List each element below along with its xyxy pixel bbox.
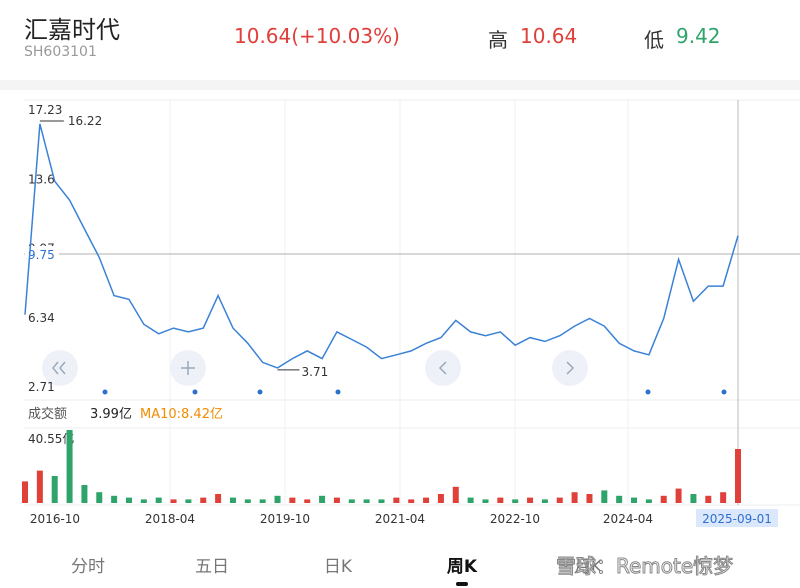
v-grid xyxy=(169,100,629,505)
volume-bar xyxy=(720,492,727,503)
volume-bar xyxy=(497,497,504,503)
volume-bar xyxy=(735,448,741,503)
volume-bar xyxy=(437,493,444,503)
current-label: 9.75 xyxy=(28,248,55,262)
nav-icons xyxy=(52,361,575,375)
volume-bar xyxy=(541,499,548,503)
x-tick-label: 2025-09-01 xyxy=(702,512,772,526)
volume-bar xyxy=(81,484,88,503)
current-label-bg xyxy=(25,246,59,262)
stock-name: 汇嘉时代 xyxy=(24,16,120,44)
tab[interactable]: 分时 xyxy=(71,557,105,577)
price-line xyxy=(24,123,739,369)
x-tick-label: 2021-04 xyxy=(375,512,425,526)
volume-bar xyxy=(304,499,311,503)
volume-bar xyxy=(66,430,73,503)
volume-bar xyxy=(185,499,192,503)
tab[interactable]: 周K xyxy=(446,557,478,577)
y-tick-label: 17.23 xyxy=(28,103,62,117)
tab[interactable]: 月K xyxy=(573,557,603,577)
volume-title: 成交额 xyxy=(28,406,67,422)
price: 10.64(+10.03%) xyxy=(234,24,400,48)
volume-bar xyxy=(408,499,415,503)
volume-bar xyxy=(393,497,400,503)
volume-bar xyxy=(319,495,326,503)
volume-bar xyxy=(51,475,58,503)
volume-bar xyxy=(705,495,712,503)
volume-bar xyxy=(22,481,28,503)
volume-bar xyxy=(229,497,236,503)
tab[interactable]: 日K xyxy=(323,557,353,577)
stock-code: SH603101 xyxy=(24,44,97,60)
volume-bar xyxy=(200,497,207,503)
volume-ma: MA10:8.42亿 xyxy=(140,407,223,422)
volume-bar xyxy=(571,492,578,503)
tab-bar: 分时 五日 日K 周K 月K xyxy=(0,548,800,588)
max-label: 16.22 xyxy=(68,114,102,128)
volume-bar xyxy=(601,490,608,503)
y-tick-label: 2.71 xyxy=(28,380,55,394)
watermark: 雪球：Remote惊梦 xyxy=(555,554,734,579)
tab[interactable]: 五日 xyxy=(195,557,229,577)
event-dots xyxy=(102,389,727,395)
volume-bar xyxy=(527,497,534,503)
volume-bar xyxy=(170,499,177,503)
volume-bar xyxy=(348,499,355,503)
x-label-bg xyxy=(696,509,778,527)
volume-bar xyxy=(363,499,370,503)
volume-bar xyxy=(111,495,118,503)
volume-bar xyxy=(259,499,266,503)
volume-bar xyxy=(274,495,281,503)
volume-bar xyxy=(631,497,638,503)
y-tick-label: 13.6 xyxy=(28,172,55,186)
volume-bar xyxy=(645,499,652,503)
volume-bar xyxy=(289,497,296,503)
volume-bar xyxy=(556,497,563,503)
volume-bar xyxy=(660,495,667,503)
volume-bar xyxy=(244,499,251,503)
x-tick-label: 2019-10 xyxy=(260,512,310,526)
min-label: 3.71 xyxy=(302,365,329,379)
volume-bar xyxy=(378,499,385,503)
volume-bar xyxy=(586,493,593,503)
volume-bar xyxy=(36,470,43,503)
volume-latest: 3.99亿 xyxy=(90,407,132,422)
divider xyxy=(0,80,800,90)
x-tick-label: 2018-04 xyxy=(145,512,195,526)
x-tick-label: 2016-10 xyxy=(30,512,80,526)
y-tick-label: 6.34 xyxy=(28,311,55,325)
low-label: 低 xyxy=(644,28,664,52)
volume-bar xyxy=(96,492,103,503)
volume-bar xyxy=(467,497,474,503)
x-tick-label: 2022-10 xyxy=(490,512,540,526)
volume-bar xyxy=(155,497,162,503)
volume-bar xyxy=(125,497,132,503)
volume-bar xyxy=(423,497,430,503)
volume-bar xyxy=(452,486,459,503)
high-value: 10.64 xyxy=(520,24,578,48)
volume-bar xyxy=(675,488,682,503)
volume-bar xyxy=(690,493,697,503)
volume-bar xyxy=(333,497,340,503)
tab-underline xyxy=(456,582,468,586)
volume-bar xyxy=(512,499,519,503)
x-tick-label: 2024-04 xyxy=(603,512,653,526)
chart: 17.2313.69.976.342.719.7516.223.71成交额3.9… xyxy=(22,99,800,527)
volume-bar xyxy=(616,495,623,503)
high-label: 高 xyxy=(488,28,508,52)
volume-bar xyxy=(482,499,489,503)
volume-max: 40.55亿 xyxy=(28,431,74,446)
low-value: 9.42 xyxy=(676,24,721,48)
volume-bar xyxy=(140,499,147,503)
volume-bar xyxy=(215,493,222,503)
